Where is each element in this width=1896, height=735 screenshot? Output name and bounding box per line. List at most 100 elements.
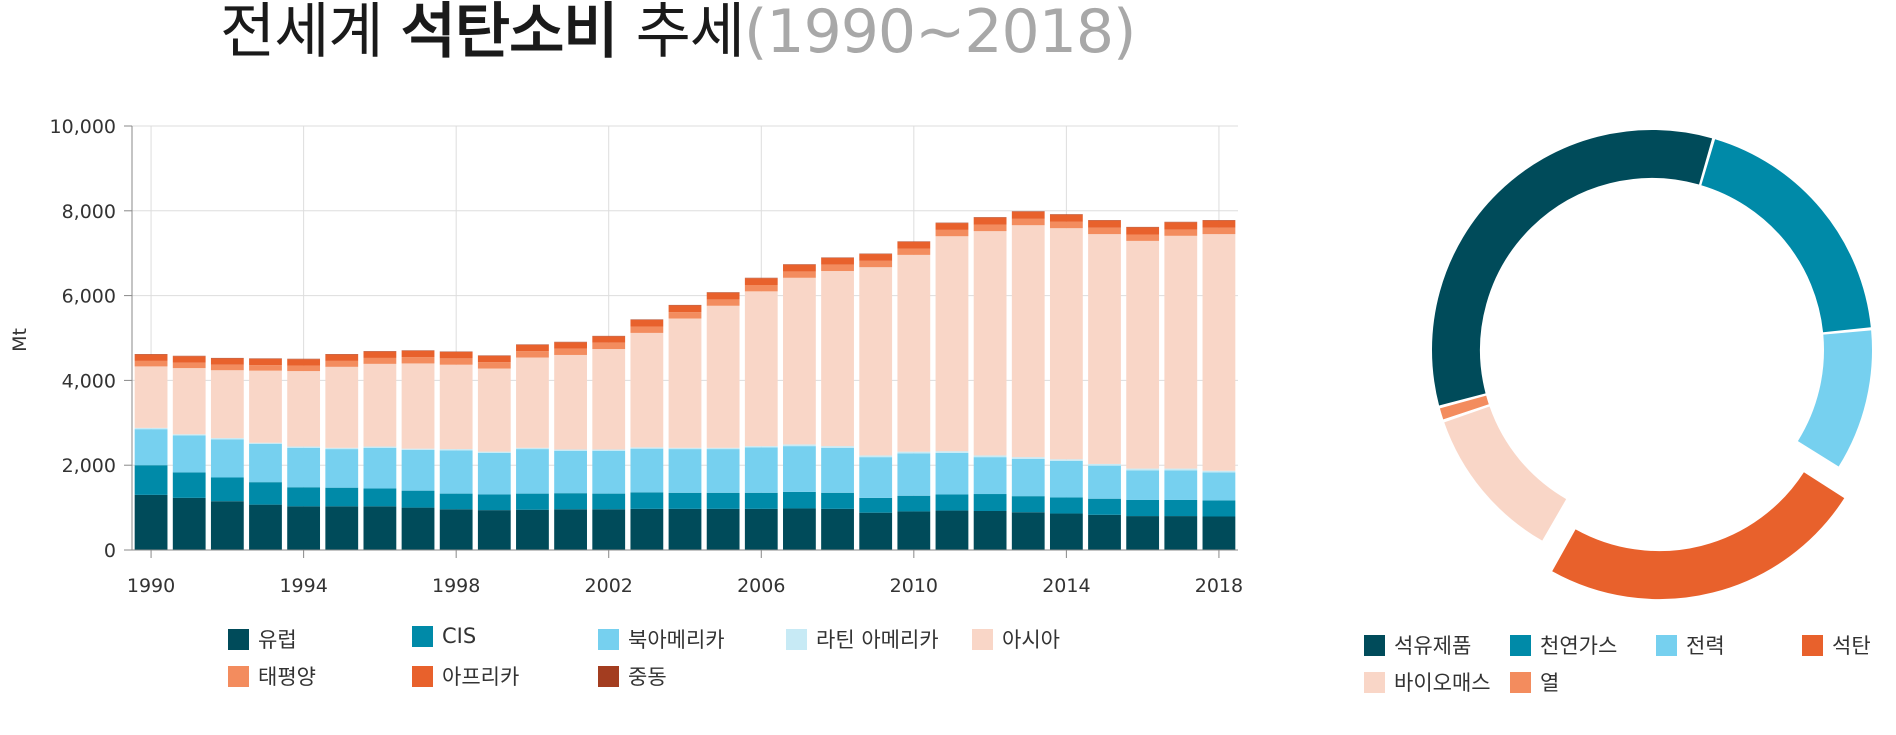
- y-tick-label: 10,000: [50, 116, 116, 138]
- bar-segment: [401, 507, 435, 550]
- bar-segment: [744, 446, 778, 448]
- bar-segment: [706, 508, 740, 550]
- legend-swatch: [1364, 671, 1385, 693]
- bar-segment: [1202, 516, 1236, 550]
- bar-segment: [363, 363, 397, 447]
- legend-label: 북아메리카: [628, 628, 725, 652]
- bar-segment: [592, 336, 626, 343]
- bar-segment: [325, 447, 359, 450]
- bar-segment: [325, 487, 359, 507]
- bar-segment: [554, 509, 587, 550]
- legend-item: 석유제품: [1364, 630, 1471, 660]
- x-tick-label: 2006: [737, 575, 785, 597]
- bar-segment: [1011, 211, 1045, 219]
- legend-item: 라틴 아메리카: [786, 624, 939, 654]
- bar-segment: [592, 349, 626, 450]
- bar-segment: [477, 368, 511, 452]
- legend-swatch: [972, 628, 993, 650]
- bar-segment: [287, 447, 321, 488]
- bar-segment: [935, 236, 969, 452]
- bar-segment: [1088, 220, 1121, 228]
- bar-segment: [973, 494, 1007, 511]
- bar-segment: [1049, 221, 1083, 229]
- legend-label: 석탄: [1832, 634, 1871, 658]
- legend-item: 아시아: [972, 624, 1060, 654]
- y-tick-label: 4,000: [62, 370, 116, 392]
- bar-segment: [1164, 499, 1198, 517]
- bar-segment: [249, 444, 282, 483]
- bar-segment: [1088, 465, 1121, 499]
- bar-segment: [287, 506, 321, 550]
- bar-segment: [859, 267, 893, 456]
- bar-segment: [1011, 496, 1045, 513]
- bar-segment: [1126, 234, 1160, 241]
- bar-segment: [439, 449, 473, 451]
- x-tick-label: 2014: [1042, 575, 1090, 597]
- bar-segment: [287, 365, 321, 372]
- bar-segment: [363, 446, 397, 448]
- legend-item: 북아메리카: [598, 624, 725, 654]
- bar-segment: [134, 494, 168, 550]
- legend-item: 중동: [598, 661, 667, 691]
- bar-segment: [1126, 240, 1160, 469]
- legend-swatch: [1802, 634, 1823, 656]
- bar-segment: [1202, 234, 1236, 471]
- bar-segment: [592, 450, 626, 494]
- bar-segment: [287, 446, 321, 448]
- bar-segment: [973, 217, 1007, 225]
- legend-label: 아프리카: [442, 665, 520, 689]
- bar-segment: [897, 495, 931, 512]
- legend-label: 유럽: [258, 628, 297, 652]
- bar-segment: [630, 508, 664, 550]
- x-tick-label: 2018: [1195, 575, 1243, 597]
- bar-segment: [401, 448, 435, 450]
- bar-segment: [897, 241, 931, 249]
- donut-slice: [1444, 405, 1567, 541]
- bar-segment: [172, 472, 206, 498]
- legend-swatch: [1510, 634, 1531, 656]
- bar-segment: [325, 506, 359, 550]
- legend-swatch: [598, 628, 619, 650]
- bar-segment: [172, 356, 206, 363]
- legend-swatch: [228, 665, 249, 687]
- title-period: (1990~2018): [743, 0, 1136, 67]
- bar-segment: [706, 447, 740, 450]
- bar-segment: [821, 447, 854, 493]
- legend-swatch: [412, 625, 433, 647]
- bar-segment: [516, 344, 549, 352]
- bar-segment: [897, 453, 931, 496]
- bar-segment: [1164, 470, 1198, 500]
- legend-label: 전력: [1686, 634, 1725, 658]
- bar-segment: [668, 508, 702, 550]
- bar-segment: [1164, 229, 1198, 236]
- bar-segment: [668, 447, 702, 450]
- bar-segment: [1126, 468, 1160, 471]
- bar-segment: [783, 491, 816, 509]
- bar-segment: [249, 504, 282, 550]
- bar-segment: [706, 492, 740, 509]
- bar-segment: [516, 351, 549, 358]
- bar-segment: [134, 366, 168, 428]
- bar-segment: [477, 451, 511, 453]
- legend-item: 바이오매스: [1364, 667, 1491, 697]
- title-part3: 추세: [617, 0, 745, 67]
- bar-segment: [287, 371, 321, 447]
- y-tick-label: 2,000: [62, 455, 116, 477]
- bar-segment: [630, 326, 664, 333]
- bar-segment: [897, 451, 931, 454]
- bar-segment: [1049, 460, 1083, 498]
- bar-segment: [172, 368, 206, 435]
- legend-swatch: [412, 665, 433, 687]
- bar-segment: [630, 319, 664, 327]
- legend-label: 라틴 아메리카: [816, 628, 939, 652]
- bar-segment: [516, 509, 549, 550]
- bar-segment: [1088, 463, 1121, 466]
- bar-segment: [668, 492, 702, 509]
- y-axis-label: Mt: [9, 328, 31, 352]
- bar-segment: [1049, 497, 1083, 514]
- bar-segment: [1202, 472, 1236, 501]
- bar-segment: [210, 501, 244, 550]
- bar-segment: [1088, 514, 1121, 550]
- bar-segment: [973, 510, 1007, 550]
